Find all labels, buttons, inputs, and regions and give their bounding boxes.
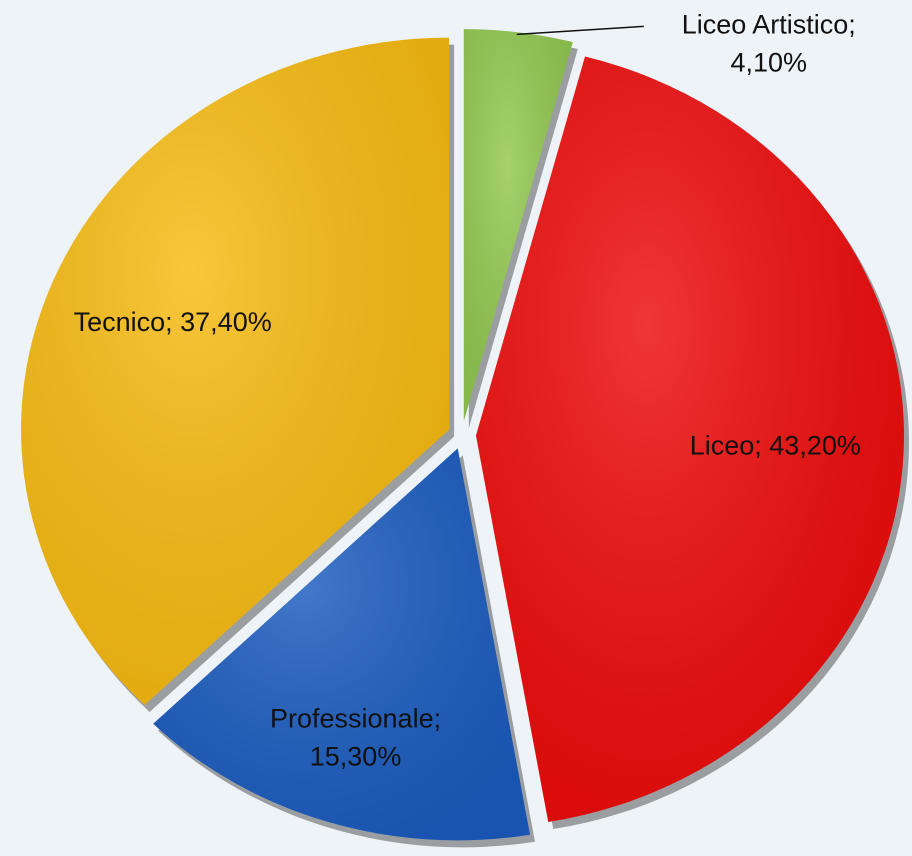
data-label: Liceo; 43,20%	[690, 431, 861, 461]
data-label-name: Professionale	[270, 704, 434, 734]
data-label-name: Liceo Artistico	[682, 9, 849, 39]
pie-slice-shade	[153, 448, 530, 841]
data-label-value: 43,20%	[769, 431, 861, 461]
data-label-value: 15,30%	[310, 742, 402, 772]
pie-slice-shade	[463, 29, 573, 422]
data-label: Liceo Artistico; 4,10%	[682, 9, 856, 77]
data-label-name: Liceo	[690, 431, 755, 461]
data-label-separator: ;	[848, 9, 856, 39]
pie-slice-shade	[475, 56, 904, 822]
data-label-value: 4,10%	[730, 47, 807, 77]
leader-line	[516, 25, 644, 36]
data-label-value: 37,40%	[180, 307, 272, 337]
data-label-separator: ;	[434, 704, 442, 734]
data-label: Professionale; 15,30%	[270, 704, 441, 772]
pie-slice-shade	[21, 37, 450, 706]
data-label-separator: ;	[165, 307, 180, 337]
data-label-name: Tecnico	[74, 307, 166, 337]
data-label-separator: ;	[754, 431, 769, 461]
data-label: Tecnico; 37,40%	[74, 307, 272, 337]
